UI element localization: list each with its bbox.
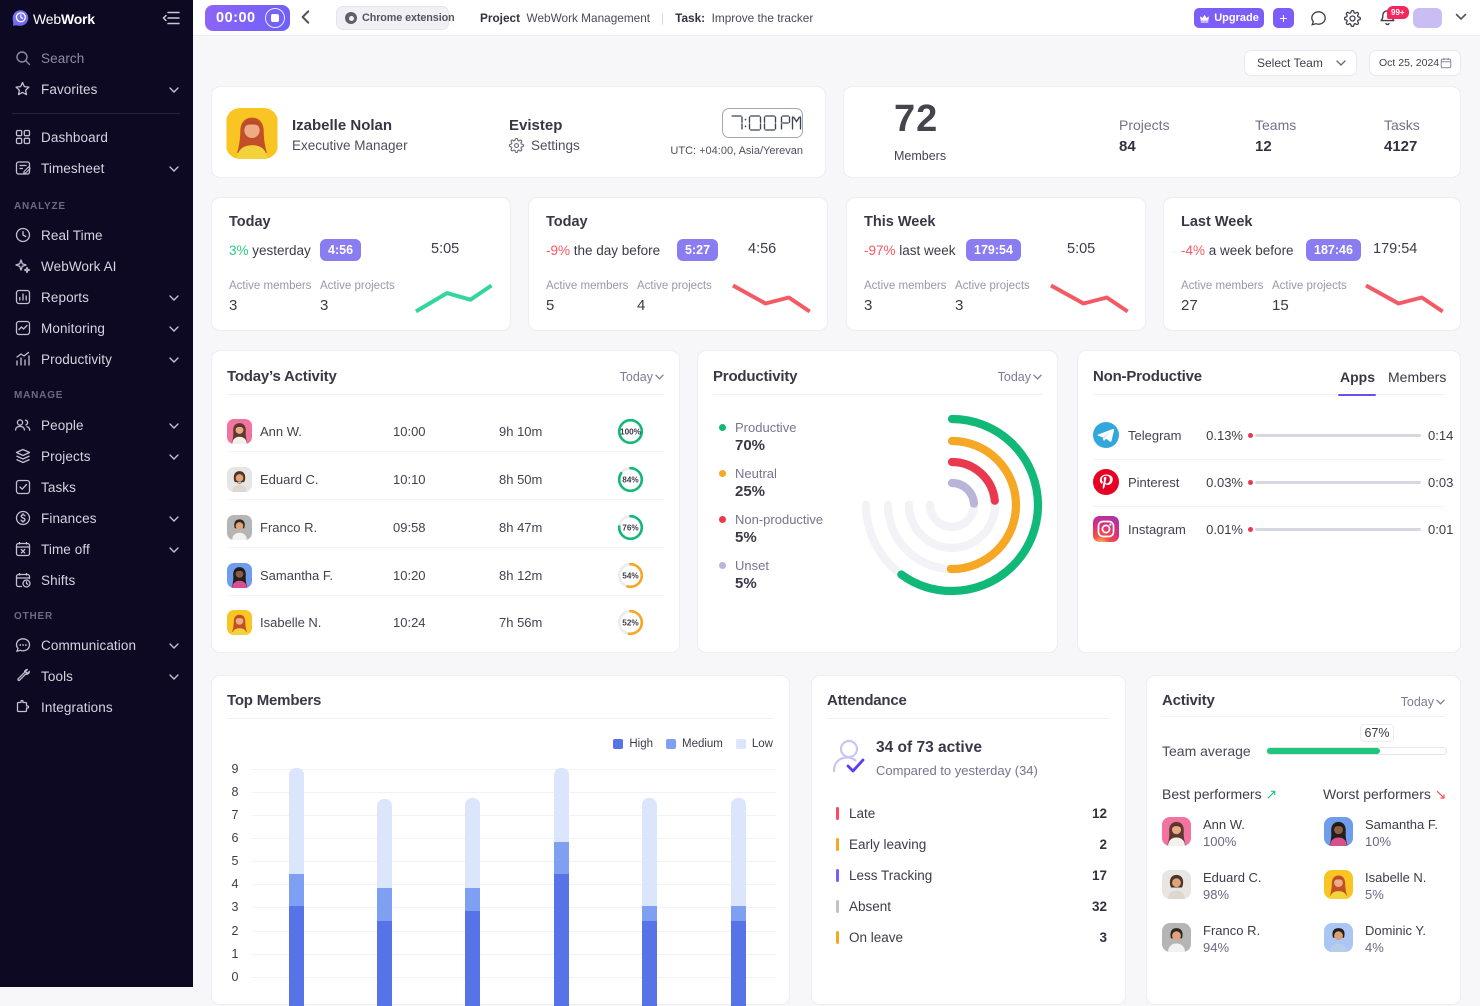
svg-text:76%: 76% xyxy=(622,524,639,533)
svg-text:52%: 52% xyxy=(622,619,639,628)
svg-text:100%: 100% xyxy=(620,428,642,437)
svg-text:84%: 84% xyxy=(622,476,639,485)
svg-text:54%: 54% xyxy=(622,572,639,581)
